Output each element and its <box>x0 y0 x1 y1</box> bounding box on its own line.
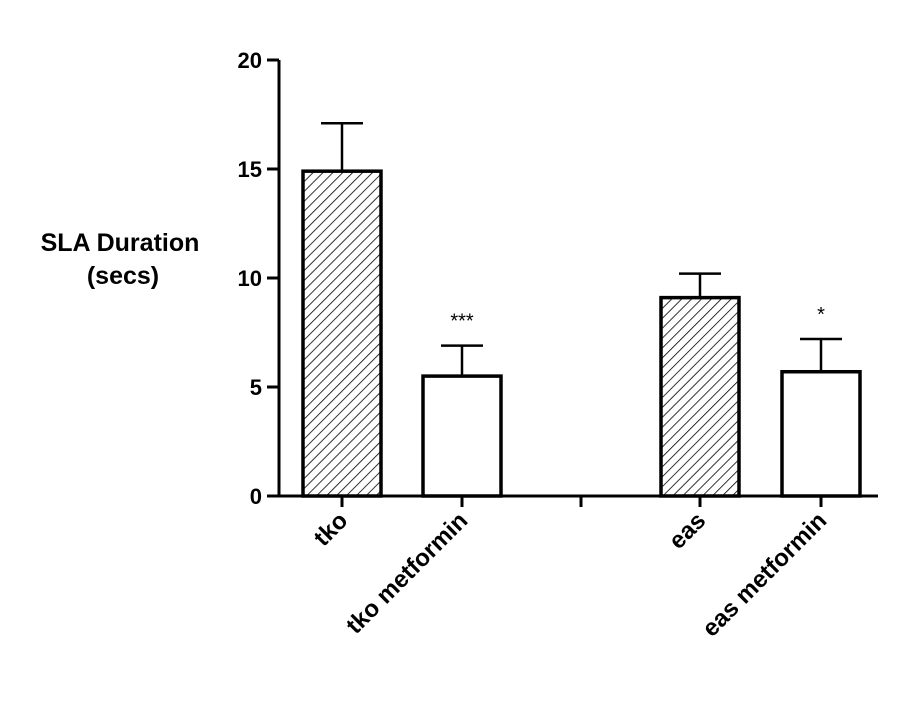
bar-1 <box>421 374 503 498</box>
x-tick-label-0: tko <box>309 507 354 552</box>
bar-0 <box>301 169 383 498</box>
x-tick-label-3: eas metformin <box>697 507 832 642</box>
y-axis-title-line-2: (secs) <box>87 262 159 290</box>
x-tick-label-2: eas <box>664 507 711 554</box>
y-tick-label-2: 10 <box>238 266 262 291</box>
bar-3 <box>780 369 862 498</box>
bar-2 <box>659 295 741 498</box>
y-tick-label-0: 0 <box>250 484 262 509</box>
y-tick-label-3: 15 <box>238 157 262 182</box>
significance-label-1: *** <box>450 311 474 333</box>
y-axis-title-line-1: SLA Duration <box>41 229 200 257</box>
x-tick-label-1: tko metformin <box>341 507 473 639</box>
significance-label-3: * <box>817 304 825 326</box>
y-tick-label-1: 5 <box>250 375 262 400</box>
y-tick-label-4: 20 <box>238 48 262 73</box>
